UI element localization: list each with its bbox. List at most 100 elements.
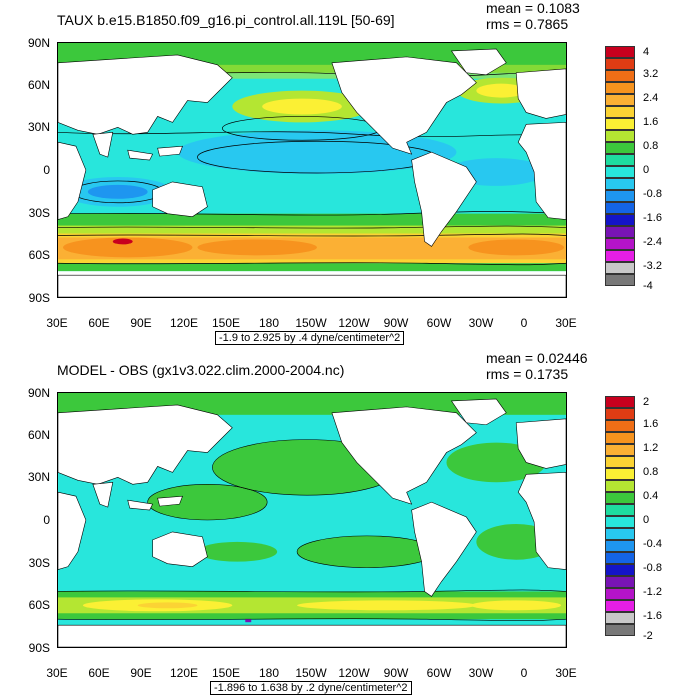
- colorbar-swatch: [605, 142, 635, 154]
- lon-label: 30E: [555, 666, 577, 680]
- lon-label: 90E: [130, 666, 152, 680]
- colorbar-swatch: [605, 480, 635, 492]
- colorbar-label: -1.2: [643, 586, 662, 598]
- lat-label: 90S: [28, 291, 50, 305]
- colorbar-swatch: [605, 600, 635, 612]
- lon-label: 90W: [383, 316, 409, 330]
- colorbar-swatch: [605, 214, 635, 226]
- colorbar-swatch: [605, 82, 635, 94]
- lon-label: 150W: [295, 666, 327, 680]
- colorbar-swatch: [605, 262, 635, 274]
- colorbar-swatch: [605, 58, 635, 70]
- contour-info-box: -1.896 to 1.638 by .2 dyne/centimeter^2: [210, 681, 412, 695]
- colorbar-swatch: [605, 588, 635, 600]
- colorbar-label: -0.8: [643, 562, 662, 574]
- lon-label: 180: [258, 666, 280, 680]
- lon-label: 120E: [169, 666, 199, 680]
- colorbar-label: -2: [643, 630, 653, 642]
- lat-label: 60N: [27, 428, 50, 442]
- colorbar-label: -1.6: [643, 212, 662, 224]
- bottom-map-panel: MODEL - OBS (gx1v3.022.clim.2000-2004.nc…: [0, 350, 700, 700]
- lon-label: 90W: [383, 666, 409, 680]
- map-title: MODEL - OBS (gx1v3.022.clim.2000-2004.nc…: [57, 362, 345, 378]
- colorbar-label: 2: [643, 396, 650, 408]
- colorbar-label: -3.2: [643, 260, 662, 272]
- colorbar-swatch: [605, 130, 635, 142]
- lat-label: 30N: [27, 120, 50, 134]
- lat-label: 0: [43, 513, 50, 527]
- lat-label: 30S: [28, 206, 50, 220]
- colorbar-swatch: [605, 166, 635, 178]
- lon-label: 0: [520, 666, 528, 680]
- lon-label: 60W: [426, 666, 452, 680]
- colorbar-label: -2.4: [643, 236, 662, 248]
- colorbar-swatch: [605, 238, 635, 250]
- map-frame: [57, 392, 567, 648]
- rms-text: rms = 0.1735: [486, 366, 569, 382]
- stats-block: mean = 0.1083 rms = 0.7865: [486, 0, 580, 32]
- lon-label: 60E: [88, 666, 110, 680]
- colorbar-swatch: [605, 46, 635, 58]
- taux-field-map: [58, 43, 566, 297]
- lon-label: 0: [520, 316, 528, 330]
- colorbar-label: 0.8: [643, 466, 659, 478]
- colorbar-swatch: [605, 564, 635, 576]
- lat-label: 60S: [28, 248, 50, 262]
- colorbar-label: 0: [643, 164, 650, 176]
- lon-label: 120W: [338, 316, 370, 330]
- colorbar-swatch: [605, 226, 635, 238]
- colorbar-swatch: [605, 612, 635, 624]
- colorbar-swatch: [605, 118, 635, 130]
- colorbar-swatch: [605, 274, 635, 286]
- colorbar-swatch: [605, 70, 635, 82]
- colorbar-swatch: [605, 190, 635, 202]
- colorbar-swatch: [605, 492, 635, 504]
- lat-label: 90N: [27, 36, 50, 50]
- lon-label: 180: [258, 316, 280, 330]
- colorbar-label: 1.6: [643, 418, 659, 430]
- lon-label: 30W: [468, 316, 494, 330]
- colorbar-swatch: [605, 456, 635, 468]
- colorbar-swatch: [605, 154, 635, 166]
- lon-label: 60E: [88, 316, 110, 330]
- colorbar-label: -4: [643, 280, 653, 292]
- colorbar-swatch: [605, 444, 635, 456]
- colorbar-swatch: [605, 504, 635, 516]
- lon-label: 60W: [426, 316, 452, 330]
- map-frame: [57, 42, 567, 298]
- colorbar-swatch: [605, 178, 635, 190]
- rms-text: rms = 0.7865: [486, 16, 569, 32]
- colorbar-swatch: [605, 432, 635, 444]
- lon-label: 150E: [211, 666, 241, 680]
- lon-label: 30E: [46, 316, 68, 330]
- colorbar-label: 0.4: [643, 490, 659, 502]
- colorbar-swatch: [605, 408, 635, 420]
- lat-label: 90S: [28, 641, 50, 655]
- colorbar-label: 4: [643, 46, 650, 58]
- colorbar-swatch: [605, 468, 635, 480]
- colorbar-swatch: [605, 202, 635, 214]
- colorbar-swatch: [605, 528, 635, 540]
- colorbar: 4 3.2 2.4 1.6 0.8 0 -0.8 -1.6 -2.4 -3.2 …: [605, 46, 662, 292]
- colorbar-label: 1.6: [643, 116, 659, 128]
- colorbar-swatch: [605, 576, 635, 588]
- lon-label: 30E: [555, 316, 577, 330]
- lon-label: 150W: [295, 316, 327, 330]
- colorbar-swatch: [605, 250, 635, 262]
- colorbar-swatch: [605, 624, 635, 636]
- contour-info-box: -1.9 to 2.925 by .4 dyne/centimeter^2: [215, 331, 405, 345]
- colorbar-swatch: [605, 516, 635, 528]
- lat-label: 60S: [28, 598, 50, 612]
- colorbar-label: 3.2: [643, 68, 659, 80]
- map-title: TAUX b.e15.B1850.f09_g16.pi_control.all.…: [57, 12, 395, 28]
- colorbar-label: -0.8: [643, 188, 662, 200]
- lat-label: 30S: [28, 556, 50, 570]
- colorbar-label: 0: [643, 514, 650, 526]
- top-map-panel: TAUX b.e15.B1850.f09_g16.pi_control.all.…: [27, 0, 662, 345]
- mean-text: mean = 0.1083: [486, 0, 580, 16]
- lon-label: 30E: [46, 666, 68, 680]
- colorbar-swatch: [605, 540, 635, 552]
- colorbar-label: -1.6: [643, 610, 662, 622]
- colorbar: 2 1.6 1.2 0.8 0.4 0 -0.4 -0.8 -1.2 -1.6 …: [605, 396, 662, 642]
- colorbar-swatch: [605, 106, 635, 118]
